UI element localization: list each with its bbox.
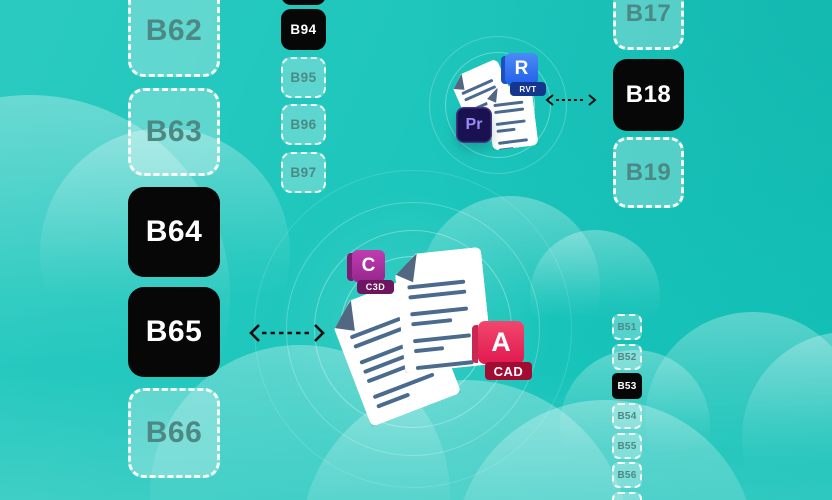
document-text-lines	[493, 100, 533, 145]
tile-label: B19	[625, 158, 672, 186]
transfer-arrow-center-icon	[249, 324, 325, 342]
tile-label: B95	[290, 70, 317, 85]
tile-b63: B63	[128, 88, 220, 176]
revit-tag: RVT	[519, 84, 537, 94]
tile-label: B66	[145, 416, 203, 449]
ring-circle	[429, 36, 567, 174]
revit-icon-ribbon: RVT	[510, 82, 546, 96]
civil-3d-icon-plate: C	[352, 250, 385, 282]
tile-partial-bottom	[612, 492, 642, 500]
tile-label: B52	[617, 351, 637, 363]
autocad-icon-plate: A	[478, 321, 524, 364]
tile-label: B55	[617, 440, 637, 452]
tile-b53: B53	[612, 373, 642, 399]
tile-b62: B62	[128, 0, 220, 77]
tile-label: B62	[145, 13, 203, 47]
document-text-lines	[407, 278, 482, 362]
autocad-icon-ribbon: CAD	[485, 362, 532, 380]
tile-b17: B17	[613, 0, 684, 50]
tile-label: B65	[145, 315, 203, 348]
premiere-pro-label: Pr	[465, 116, 483, 133]
tile-label: B54	[617, 410, 637, 422]
autocad-tag: CAD	[493, 363, 524, 379]
civil-3d-icon-ribbon: C3D	[357, 280, 394, 294]
tile-label: B17	[625, 0, 672, 27]
civil-3d-icon-side-fold	[347, 253, 353, 281]
tile-label: B56	[617, 469, 637, 481]
tile-b65: B65	[128, 287, 220, 377]
autocad-letter: A	[491, 327, 511, 357]
tile-b96: B96	[281, 104, 326, 145]
revit-icon: R RVT	[501, 53, 546, 99]
tile-label: B64	[145, 215, 203, 248]
tile-b52: B52	[612, 344, 642, 370]
civil-3d-icon: C C3D	[347, 250, 394, 296]
cloud-shape	[645, 312, 832, 500]
tile-b64: B64	[128, 187, 220, 277]
tile-label: B53	[617, 380, 637, 392]
transfer-arrow-top-icon	[545, 94, 597, 106]
tile-b56: B56	[612, 462, 642, 488]
tile-b51: B51	[612, 314, 642, 340]
autocad-icon: A CAD	[472, 321, 534, 381]
tile-label: B18	[625, 81, 672, 108]
revit-icon-plate: R	[505, 53, 538, 85]
revit-icon-side-fold	[501, 56, 507, 84]
revit-letter: R	[514, 58, 529, 79]
civil-3d-letter: C	[361, 255, 376, 276]
civil-3d-tag: C3D	[365, 282, 386, 292]
tile-b19: B19	[613, 137, 684, 208]
tile-b54: B54	[612, 403, 642, 429]
tile-b94: B94	[281, 9, 326, 50]
tile-b97: B97	[281, 152, 326, 193]
tile-b18: B18	[613, 59, 684, 131]
autocad-icon-side-fold	[472, 325, 478, 363]
tile-b55: B55	[612, 433, 642, 459]
tile-label: B97	[290, 165, 317, 180]
tile-label: B51	[617, 321, 637, 333]
premiere-pro-icon: Pr	[456, 107, 492, 143]
tile-label: B63	[145, 115, 203, 148]
tile-label: B96	[290, 117, 317, 132]
tile-partial-top	[281, 0, 326, 5]
tile-b95: B95	[281, 57, 326, 98]
tile-label: B94	[290, 22, 317, 37]
tile-b66: B66	[128, 388, 220, 478]
